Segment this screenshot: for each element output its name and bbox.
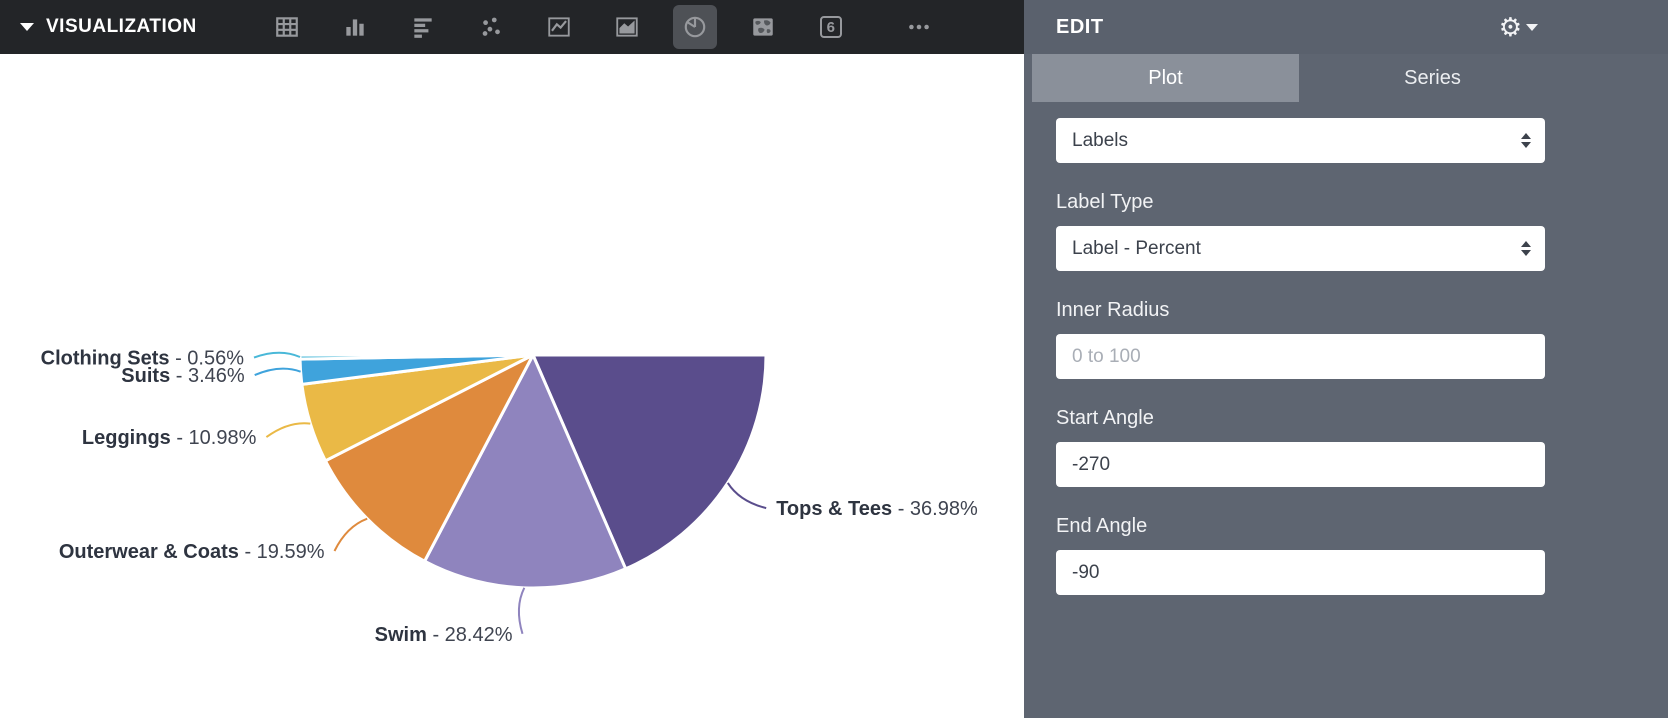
- edit-panel-header: EDIT ⚙: [1024, 0, 1668, 54]
- pie-slice-clothing-sets[interactable]: [298, 353, 535, 361]
- collapse-caret-icon[interactable]: [20, 23, 34, 31]
- start-angle-input-group: Start Angle: [1024, 379, 1668, 487]
- inner-radius-input[interactable]: [1056, 334, 1545, 379]
- label-leader-line: [253, 351, 301, 359]
- table-icon[interactable]: [265, 5, 309, 49]
- pie-slice-label: Swim - 28.42%: [375, 624, 513, 646]
- label-leader-line: [726, 482, 767, 510]
- label-type-select-group: Label Type Label - Percent: [1024, 163, 1668, 271]
- inner-radius-input-group: Inner Radius: [1024, 271, 1668, 379]
- visualization-toolbar: VISUALIZATION 6: [0, 0, 1024, 54]
- visualization-pane: VISUALIZATION 6 Tops & Tees - 36.98% Swim…: [0, 0, 1024, 718]
- edit-panel: EDIT ⚙ Plot Series Labels Label Type Label …: [1024, 0, 1668, 718]
- area-chart-icon[interactable]: [605, 5, 649, 49]
- pie-slice-label: Suits - 3.46%: [121, 365, 245, 387]
- pie-slice-label: Clothing Sets - 0.56%: [41, 348, 245, 370]
- gear-icon: ⚙: [1498, 12, 1522, 42]
- edit-fields: Labels Label Type Label - Percent Inner Rad…: [1024, 102, 1668, 595]
- end-angle-label: End Angle: [1056, 515, 1148, 537]
- pie-slice-tops-tees[interactable]: [531, 353, 768, 571]
- pie-chart: Tops & Tees - 36.98% Swim - 28.42% Outerwe…: [41, 348, 978, 646]
- start-angle-label: Start Angle: [1056, 407, 1154, 429]
- bar-chart-icon[interactable]: [333, 5, 377, 49]
- pie-slice-label: Tops & Tees - 36.98%: [776, 498, 978, 520]
- scatter-plot-icon[interactable]: [469, 5, 513, 49]
- edit-tabs: Plot Series: [1032, 54, 1566, 102]
- chart-type-icons: 6: [265, 5, 941, 49]
- label-type-select-value: Label - Percent: [1072, 237, 1201, 259]
- updown-arrows-icon: [1521, 133, 1531, 148]
- pie-slice-label: Leggings - 10.98%: [82, 427, 257, 449]
- map-icon[interactable]: [741, 5, 785, 49]
- horizontal-bar-chart-icon[interactable]: [401, 5, 445, 49]
- end-angle-input-group: End Angle: [1024, 487, 1668, 595]
- pie-slice-label: Outerwear & Coats - 19.59%: [59, 541, 325, 563]
- inner-radius-label: Inner Radius: [1056, 299, 1170, 321]
- label-leader-line: [333, 517, 368, 552]
- start-angle-input[interactable]: [1056, 442, 1545, 487]
- chevron-down-icon: [1526, 23, 1538, 31]
- label-leader-line: [265, 422, 311, 438]
- label-type-select[interactable]: Label - Percent: [1056, 226, 1545, 271]
- tab-plot[interactable]: Plot: [1032, 54, 1299, 102]
- toolbar-title: VISUALIZATION: [46, 16, 197, 37]
- end-angle-input[interactable]: [1056, 550, 1545, 595]
- pie-chart-icon[interactable]: [672, 5, 717, 49]
- big-number-label: 6: [819, 16, 842, 38]
- label-leader-line: [254, 367, 301, 377]
- labels-select-group: Labels: [1024, 118, 1668, 163]
- label-leader-line: [517, 587, 526, 635]
- settings-menu-button[interactable]: ⚙: [1499, 14, 1538, 40]
- big-number-icon[interactable]: 6: [809, 5, 853, 49]
- updown-arrows-icon: [1521, 241, 1531, 256]
- edit-panel-title: EDIT: [1056, 15, 1104, 38]
- more-options-icon[interactable]: [897, 5, 941, 49]
- line-chart-icon[interactable]: [537, 5, 581, 49]
- labels-select[interactable]: Labels: [1056, 118, 1545, 163]
- label-type-label: Label Type: [1056, 191, 1154, 213]
- labels-select-value: Labels: [1072, 129, 1128, 151]
- chart-area: Tops & Tees - 36.98% Swim - 28.42% Outerwe…: [0, 54, 1024, 718]
- pie-slice-swim[interactable]: [423, 353, 628, 590]
- tab-series[interactable]: Series: [1404, 66, 1461, 89]
